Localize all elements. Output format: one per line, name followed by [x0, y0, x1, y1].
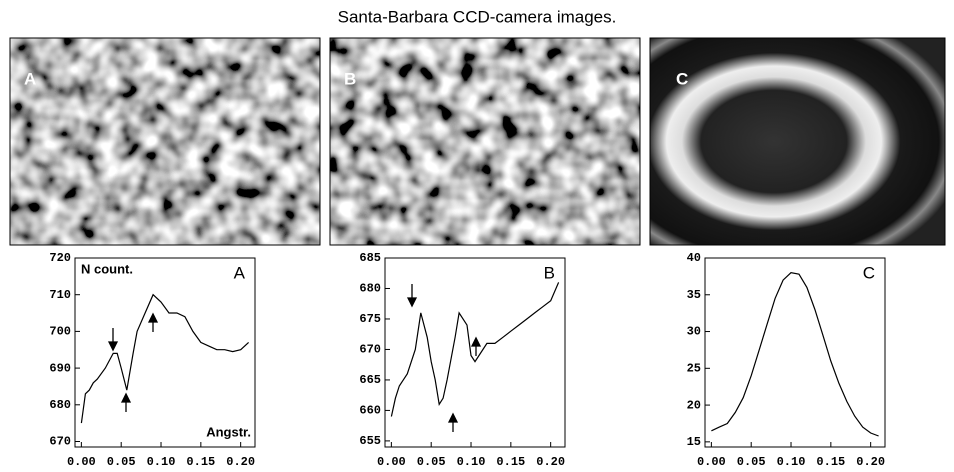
image-b	[330, 38, 640, 245]
line	[711, 272, 879, 437]
x-tick-label: 0.10	[457, 455, 486, 469]
x-tick-label: 0.00	[377, 455, 406, 469]
panel-label: C	[863, 263, 875, 282]
y-tick-label: 20	[687, 398, 701, 412]
y-tick-label: 40	[687, 251, 701, 265]
x-tick-label: 0.00	[697, 455, 726, 469]
y-tick-label: 660	[359, 404, 381, 418]
image-label: B	[344, 69, 356, 88]
x-tick-label: 0.05	[107, 455, 136, 469]
y-tick-label: 720	[49, 251, 71, 265]
y-tick-label: 680	[359, 282, 381, 296]
x-tick-label: 0.10	[777, 455, 806, 469]
annotation-arrows	[107, 284, 482, 432]
plot-frame	[384, 257, 566, 448]
x-tick-label: 0.20	[536, 455, 565, 469]
x-tick-label: 0.05	[737, 455, 766, 469]
y-axis-label: N count.	[81, 261, 133, 276]
panel-label: A	[234, 263, 246, 282]
y-tick-label: 665	[359, 373, 381, 387]
image-a	[9, 37, 321, 246]
x-axis-label: Angstr.	[206, 424, 251, 439]
x-tick-label: 0.15	[186, 455, 215, 469]
image-frame	[9, 37, 321, 246]
x-tick-label: 0.05	[417, 455, 446, 469]
y-tick-label: 670	[359, 343, 381, 357]
y-tick-label: 15	[687, 435, 701, 449]
x-tick-label: 0.20	[856, 455, 885, 469]
y-tick-label: 690	[49, 361, 71, 375]
image-label: A	[24, 69, 36, 88]
y-tick-label: 30	[687, 325, 701, 339]
y-tick-label: 655	[359, 434, 381, 448]
x-tick-label: 0.15	[496, 455, 525, 469]
panel-label: B	[544, 263, 555, 282]
y-tick-label: 670	[49, 435, 71, 449]
line	[390, 282, 560, 417]
plot-frame	[704, 257, 886, 448]
image-c	[649, 37, 946, 246]
y-tick-label: 710	[49, 288, 71, 302]
plot-frame	[74, 257, 256, 448]
x-tick-label: 0.20	[226, 455, 255, 469]
image-frame	[329, 37, 641, 246]
y-tick-label: 25	[687, 361, 701, 375]
line	[80, 293, 250, 424]
y-tick-label: 680	[49, 398, 71, 412]
x-tick-label: 0.00	[67, 455, 96, 469]
x-tick-label: 0.10	[147, 455, 176, 469]
image-label: C	[676, 69, 688, 88]
y-tick-label: 700	[49, 325, 71, 339]
y-tick-label: 675	[359, 312, 381, 326]
y-tick-label: 685	[359, 251, 381, 265]
figure-title: Santa-Barbara CCD-camera images.	[338, 7, 617, 26]
y-tick-label: 35	[687, 288, 701, 302]
x-tick-label: 0.15	[816, 455, 845, 469]
